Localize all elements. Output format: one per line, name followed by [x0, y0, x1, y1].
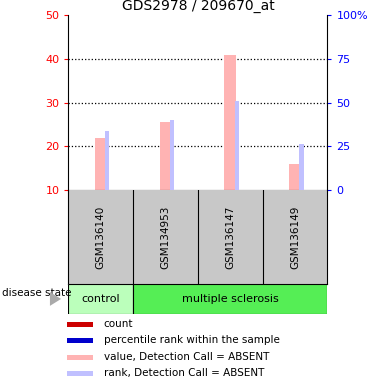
Bar — [105, 131, 109, 190]
Bar — [67, 355, 92, 360]
Bar — [289, 164, 301, 190]
Title: GDS2978 / 209670_at: GDS2978 / 209670_at — [122, 0, 274, 13]
Bar — [133, 284, 327, 314]
Bar — [299, 144, 303, 190]
Text: disease state: disease state — [2, 288, 71, 298]
Bar — [235, 101, 239, 190]
Text: GSM136140: GSM136140 — [96, 205, 106, 269]
Text: rank, Detection Call = ABSENT: rank, Detection Call = ABSENT — [104, 369, 264, 379]
Text: control: control — [81, 294, 120, 304]
Bar — [67, 322, 92, 327]
Bar — [95, 138, 107, 190]
Bar — [170, 120, 174, 190]
Text: GSM136147: GSM136147 — [225, 205, 235, 269]
Text: count: count — [104, 319, 133, 329]
Bar — [67, 338, 92, 343]
Text: percentile rank within the sample: percentile rank within the sample — [104, 336, 279, 346]
Text: value, Detection Call = ABSENT: value, Detection Call = ABSENT — [104, 352, 269, 362]
Text: GSM136149: GSM136149 — [290, 205, 300, 269]
Bar — [160, 122, 171, 190]
Bar — [225, 55, 236, 190]
Text: GSM134953: GSM134953 — [161, 205, 171, 269]
Text: multiple sclerosis: multiple sclerosis — [182, 294, 279, 304]
Bar — [68, 284, 133, 314]
Bar — [67, 371, 92, 376]
